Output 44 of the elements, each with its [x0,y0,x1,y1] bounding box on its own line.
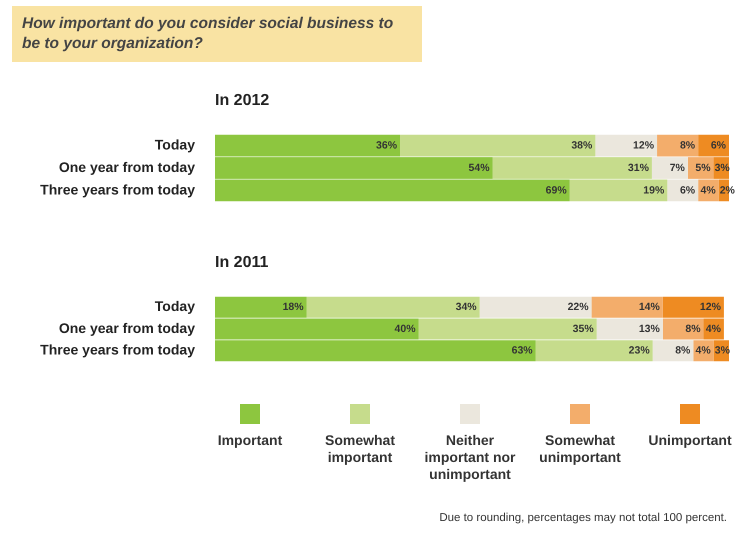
data-label: 4% [700,184,716,196]
data-label: 6% [680,184,696,196]
data-label: 8% [680,139,696,152]
data-label: 22% [568,301,590,314]
chart-subtitle: In 2012 [215,92,270,110]
chart-title: In 2011 [215,254,268,272]
data-label: 36% [376,139,398,152]
data-label: 6% [710,139,727,152]
data-label: 8% [685,322,702,335]
data-label: 14% [638,301,661,314]
data-label: 13% [638,322,661,335]
legend-label: Somewhat unimportant [538,432,622,466]
data-label: 69% [546,184,568,196]
data-label: 40% [394,322,416,335]
bar [480,296,592,318]
bar [592,296,663,318]
data-label: 4% [696,344,712,357]
data-label: 38% [571,139,594,152]
legend-label: Neither important nor unimportant [424,432,516,482]
y-tick-label: Today [154,136,196,152]
data-label: 4% [706,322,722,335]
data-label: 54% [468,162,490,174]
data-label: 12% [633,139,655,152]
data-label: 12% [700,301,722,314]
data-label: 19% [643,184,665,196]
y-tick-label: Three years from today [40,342,196,358]
text: Due to rounding, percentages may not total 100 percent. [439,512,727,524]
y-tick-label: One year from today [58,158,196,175]
y-tick-label: Three years from today [40,181,196,198]
legend-label: Important [216,432,284,449]
data-label: 7% [670,162,686,174]
legend-label: Unimportant [647,432,733,449]
data-label: 31% [628,162,650,174]
data-label: 35% [572,322,594,335]
y-tick-label: Today [154,298,196,314]
data-label: 5% [695,162,712,174]
data-label: 8% [675,344,692,357]
data-label: 23% [628,344,650,357]
y-tick-label: One year from today [58,320,196,336]
data-label: 34% [456,301,478,314]
legend-label: Somewhat important [324,432,396,466]
data-label: 18% [282,301,304,314]
data-label: 63% [512,344,534,357]
chart-title: How important do you consider social business to be to your organization? [12,6,422,62]
